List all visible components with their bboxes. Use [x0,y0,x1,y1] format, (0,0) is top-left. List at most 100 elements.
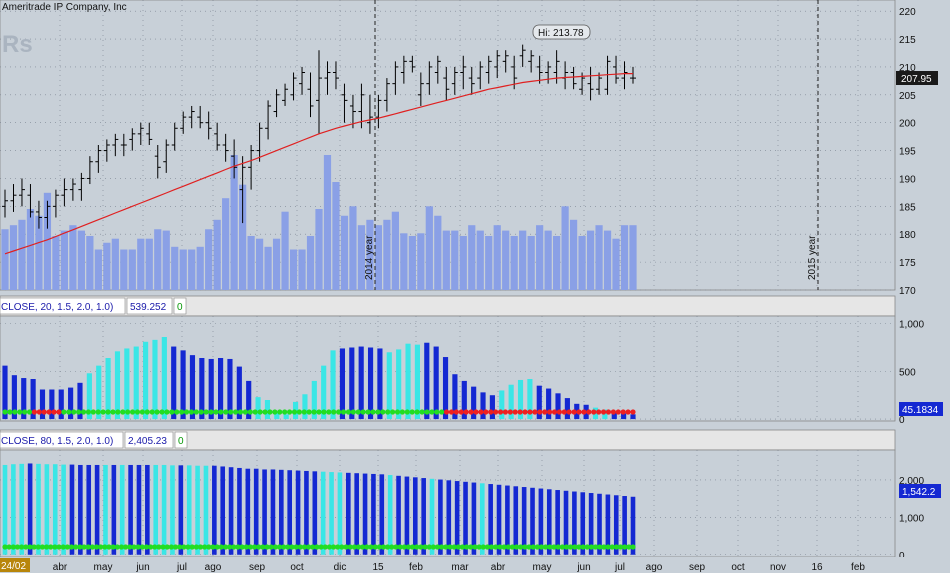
ohlc-bar [44,200,51,229]
price-y-tick: 215 [899,35,916,46]
volume-bar [442,230,450,290]
indicator-bar [480,392,486,420]
indicator-dot [591,409,597,415]
indicator-dot [473,409,479,415]
indicator-bar [496,484,502,555]
indicator-dot [95,409,101,415]
price-grid [0,0,895,291]
indicator-dot [6,544,12,550]
indicator-dot [439,544,445,550]
volume-bar [69,225,77,290]
time-axis-label: may [533,562,552,573]
volume-bar [357,225,366,290]
indicator-dot [52,544,58,550]
indicator-dot [301,544,308,550]
time-axis-label: jun [576,562,590,573]
indicator-1-grid [0,316,895,421]
indicator-dot [73,544,79,550]
indicator-bar [39,389,46,420]
indicator-dot [509,544,515,550]
volume-bar [1,229,9,290]
indicator-dot [434,544,441,550]
indicator-dot [277,409,283,415]
volume-bar [468,225,476,290]
volume-bar [536,225,544,290]
indicator-bar [21,378,27,420]
indicator-dot [622,544,628,550]
ohlc-bar [163,139,170,173]
indicator-bar [312,471,318,555]
time-axis-label: nov [770,562,786,573]
indicator-dot [547,544,553,550]
volume-bar [188,249,196,290]
indicator-dot [343,544,349,550]
indicator-dot [451,544,457,550]
volume-bar [247,236,255,290]
volume-bar [77,230,85,290]
indicator-dot [46,409,52,415]
ohlc-bar [324,61,331,95]
ohlc-bar [222,133,229,162]
period-label-2015: 2015 year [807,235,818,280]
volume-bar [222,198,230,290]
ohlc-bar [349,94,356,129]
volume-bar [120,249,128,290]
indicator-dot [285,544,291,550]
volume-bar [35,215,43,290]
indicator-dot [360,544,366,550]
volume-bar [264,246,272,290]
indicator-bar [287,470,292,555]
indicator-bar [208,358,214,420]
indicator-dot [468,409,474,415]
time-axis-label: 15 [372,562,384,573]
ohlc-bar [400,55,407,84]
indicator-bar [563,490,569,555]
indicator-dot [563,544,570,550]
indicator-bar [337,472,343,555]
indicator-dot [260,544,266,550]
indicator-2-grid [0,450,895,557]
indicator-dot [152,544,158,550]
indicator-bar [203,465,209,555]
indicator-2-dots [2,544,636,550]
indicator-dot [376,544,382,550]
indicator-dot [256,544,262,550]
indicator-dot [443,544,449,550]
ohlc-bar [205,111,212,140]
indicator-1-value: 539.252 [130,302,167,313]
price-y-tick: 220 [899,7,916,18]
indicator-dot [208,409,214,415]
time-axis-label: sep [689,562,706,573]
volume-bar [629,225,637,290]
indicator-dot [306,409,312,415]
indicator-dot [64,544,70,550]
ohlc-bar [188,105,195,129]
indicator-bar [346,472,351,555]
indicator-dot [556,409,563,415]
ohlc-bar [120,133,127,157]
indicator-dot [235,544,241,550]
indicator-dot [110,409,116,415]
volume-bar [60,230,69,290]
indicator-dot [447,544,453,550]
indicator-dot [189,544,195,550]
indicator-dot [322,544,328,550]
indicator-dot [257,409,263,415]
indicator-dot [110,544,116,550]
ohlc-bar [613,55,620,84]
ohlc-bar [434,55,441,84]
indicator-dot [60,544,66,550]
indicator-dot [497,544,503,550]
indicator-bar [329,472,334,555]
volume-bar [323,155,332,290]
indicator-bar [2,365,8,420]
indicator-bar [371,473,376,555]
indicator-dot [100,409,106,415]
indicator-dot [272,409,278,415]
indicator-dot [51,409,57,415]
indicator-bar [283,414,289,420]
indicator-bar [94,464,100,555]
indicator-bar [195,465,200,555]
indicator-dot [19,544,25,550]
indicator-dot [404,409,410,415]
